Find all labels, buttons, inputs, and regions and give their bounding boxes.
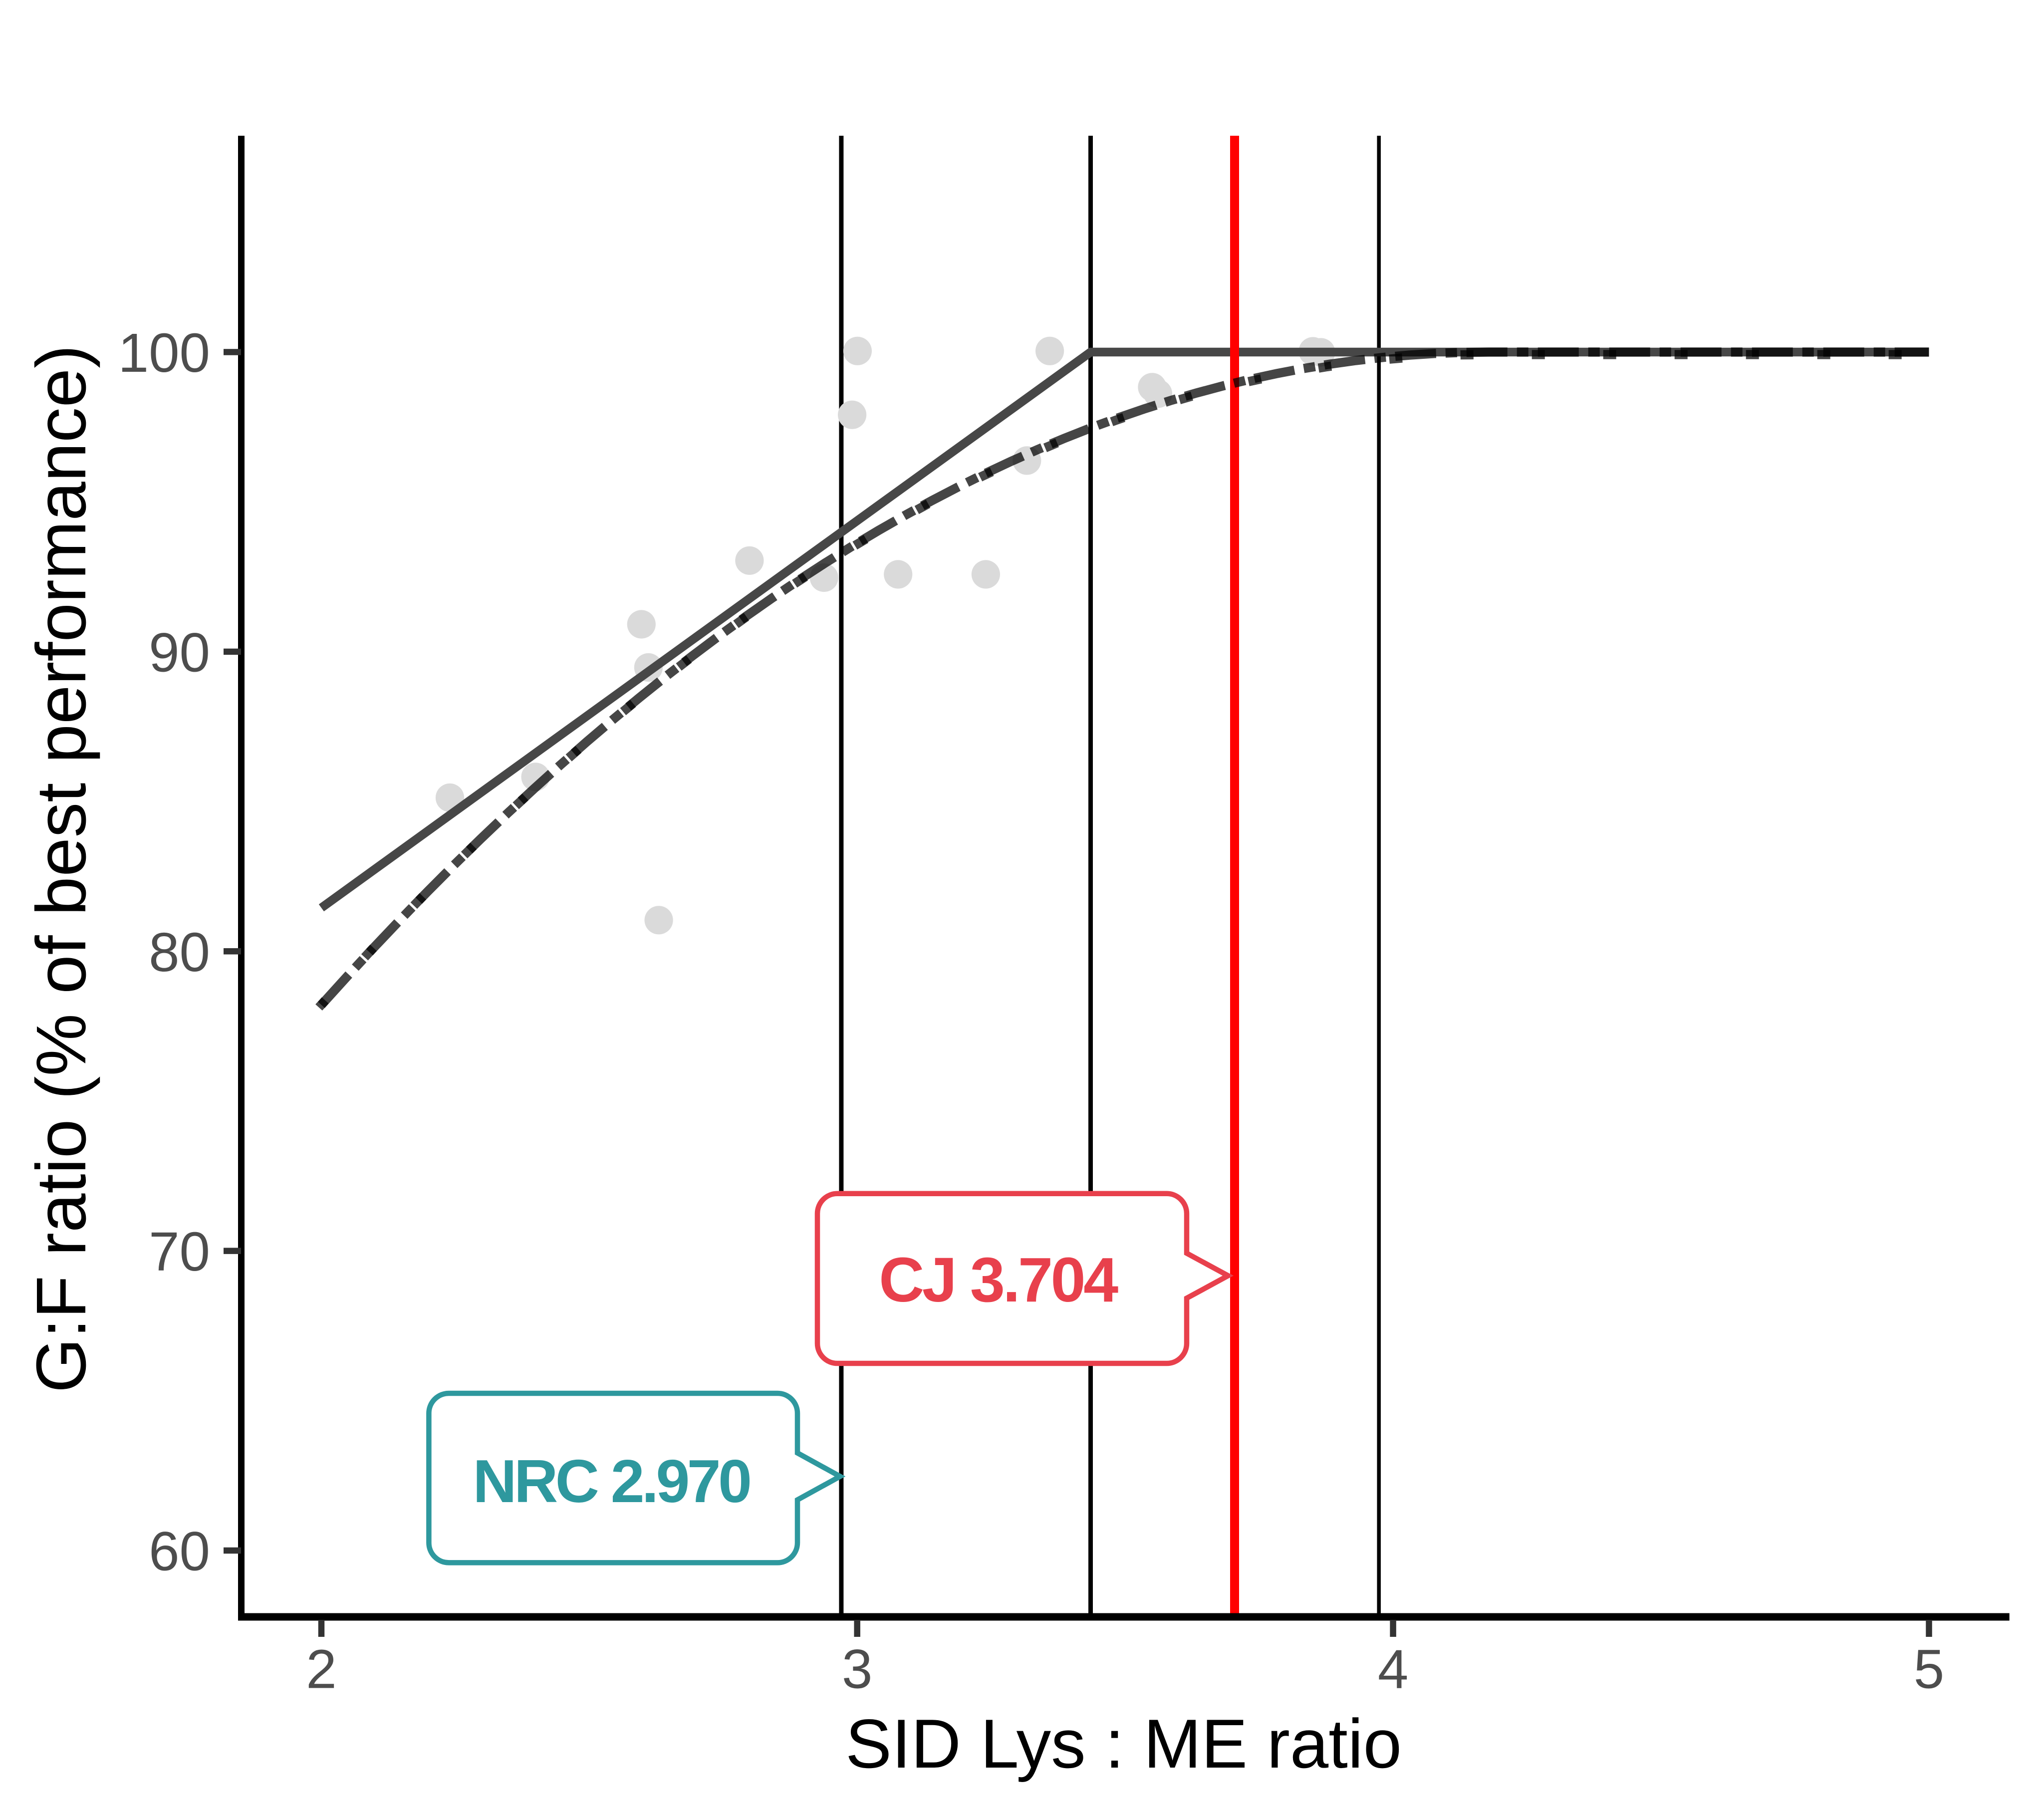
svg-text:90: 90 — [149, 622, 210, 683]
svg-text:G:F ratio (% of best performan: G:F ratio (% of best performance) — [21, 345, 100, 1393]
svg-text:4: 4 — [1378, 1638, 1408, 1700]
svg-text:SID Lys : ME ratio: SID Lys : ME ratio — [845, 1705, 1402, 1783]
svg-text:80: 80 — [149, 922, 210, 983]
svg-text:CJ 3.704: CJ 3.704 — [879, 1245, 1118, 1315]
svg-text:70: 70 — [149, 1221, 210, 1283]
svg-text:3: 3 — [842, 1638, 872, 1700]
svg-text:5: 5 — [1914, 1638, 1944, 1700]
svg-text:2: 2 — [306, 1638, 336, 1700]
svg-text:NRC 2.970: NRC 2.970 — [473, 1447, 750, 1515]
svg-text:60: 60 — [149, 1521, 210, 1582]
svg-text:100: 100 — [118, 322, 210, 384]
